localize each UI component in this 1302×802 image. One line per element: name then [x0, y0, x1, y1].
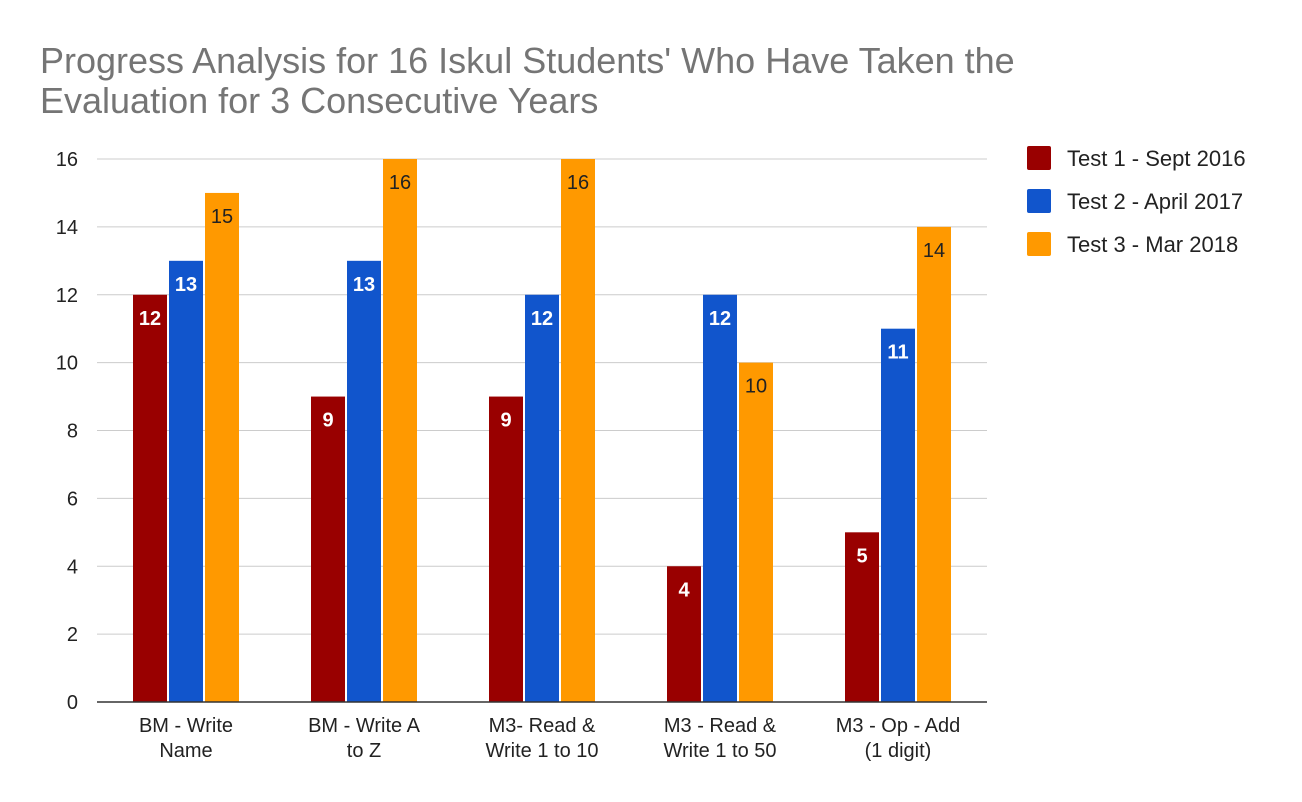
- legend-label: Test 2 - April 2017: [1067, 189, 1243, 214]
- legend-swatch: [1027, 189, 1051, 213]
- bar: [561, 159, 595, 702]
- chart-title-line-1: Progress Analysis for 16 Iskul Students'…: [40, 40, 1015, 81]
- bar: [311, 396, 345, 702]
- bar: [845, 532, 879, 702]
- x-category-label: to Z: [347, 740, 381, 762]
- data-label: 13: [353, 274, 375, 296]
- data-label: 13: [175, 274, 197, 296]
- x-axis-category-labels: BM - Write Name BM - Write A to Z M3- Read &…: [139, 715, 960, 762]
- data-label: 4: [678, 579, 690, 601]
- legend-swatch: [1027, 146, 1051, 170]
- data-label: 9: [322, 410, 333, 432]
- y-tick-label: 6: [67, 488, 78, 510]
- bar: [489, 396, 523, 702]
- x-category-label: Name: [159, 740, 212, 762]
- data-label: 5: [856, 545, 867, 567]
- chart-title-line-2: Evaluation for 3 Consecutive Years: [40, 80, 598, 121]
- data-label: 12: [531, 308, 553, 330]
- x-category-label: BM - Write A: [308, 715, 421, 737]
- data-label: 10: [745, 376, 767, 398]
- x-category-label: M3- Read &: [489, 715, 596, 737]
- bar: [703, 294, 737, 702]
- data-label: 9: [500, 410, 511, 432]
- y-tick-label: 4: [67, 556, 78, 578]
- y-axis-tick-labels: 0 2 4 6 8 10 12 14 16: [56, 149, 78, 714]
- x-category-label: Write 1 to 50: [663, 740, 776, 762]
- y-tick-label: 2: [67, 624, 78, 646]
- legend: Test 1 - Sept 2016 Test 2 - April 2017 Tes…: [1027, 146, 1246, 257]
- x-category-label: M3 - Op - Add: [836, 715, 961, 737]
- y-tick-label: 8: [67, 421, 78, 443]
- y-tick-label: 12: [56, 285, 78, 307]
- x-category-label: BM - Write: [139, 715, 233, 737]
- x-category-label: Write 1 to 10: [485, 740, 598, 762]
- bar: [739, 362, 773, 702]
- y-tick-label: 0: [67, 692, 78, 714]
- bar: [917, 226, 951, 702]
- data-labels: 12 13 15 9 13 16 9 12 16 4 12 10 5 11 14: [139, 172, 945, 601]
- legend-label: Test 3 - Mar 2018: [1067, 232, 1238, 257]
- x-category-label: (1 digit): [865, 740, 932, 762]
- y-tick-label: 16: [56, 149, 78, 171]
- bar: [133, 294, 167, 702]
- data-label: 12: [139, 308, 161, 330]
- y-tick-label: 14: [56, 217, 78, 239]
- chart-title: Progress Analysis for 16 Iskul Students'…: [40, 40, 1015, 121]
- bar: [347, 260, 381, 702]
- bar: [881, 328, 915, 702]
- data-label: 16: [389, 172, 411, 194]
- bar: [205, 192, 239, 702]
- bar: [667, 566, 701, 702]
- legend-label: Test 1 - Sept 2016: [1067, 146, 1246, 171]
- y-tick-label: 10: [56, 353, 78, 375]
- legend-swatch: [1027, 232, 1051, 256]
- data-label: 16: [567, 172, 589, 194]
- data-label: 15: [211, 206, 233, 228]
- x-category-label: M3 - Read &: [664, 715, 777, 737]
- bars: [133, 159, 951, 702]
- data-label: 14: [923, 240, 945, 262]
- bar: [169, 260, 203, 702]
- bar: [383, 159, 417, 702]
- bar: [525, 294, 559, 702]
- data-label: 11: [887, 342, 908, 364]
- data-label: 12: [709, 308, 731, 330]
